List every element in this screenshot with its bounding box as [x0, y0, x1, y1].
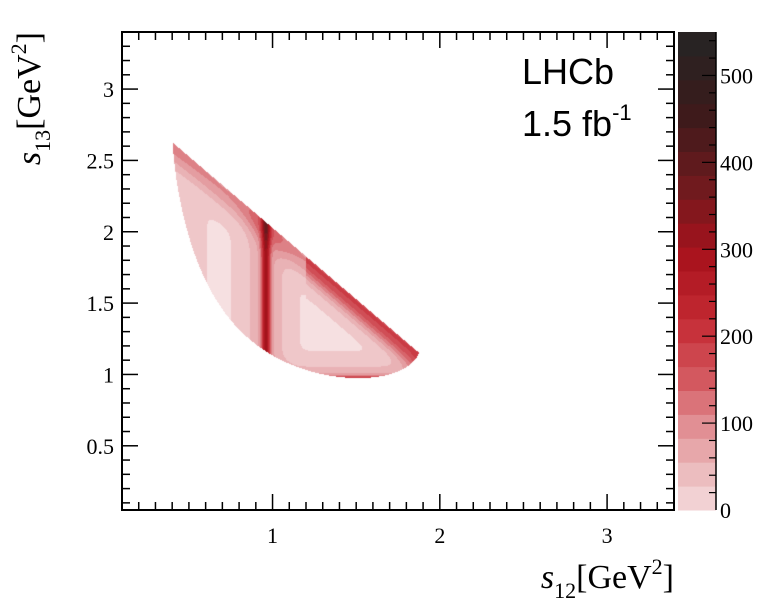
x-axis-subscript: 12 [554, 578, 576, 603]
y-axis-unit-prefix: [GeV [11, 54, 48, 130]
x-tick-label: 1 [267, 523, 278, 548]
color-bar-tick-label: 200 [720, 324, 753, 349]
color-bar-tick-label: 100 [720, 411, 753, 436]
y-tick-label: 2 [103, 220, 114, 245]
x-axis-unit-prefix: [GeV [576, 559, 652, 596]
y-tick-label: 2.5 [87, 148, 115, 173]
y-axis-unit-exponent: 2 [6, 43, 31, 54]
color-bar-level [678, 342, 716, 368]
color-bar: 0 100 200 300 400 500 [678, 32, 753, 523]
color-bar-level [678, 103, 716, 129]
luminosity-value: 1.5 fb [522, 103, 612, 144]
color-bar-level [678, 271, 716, 296]
color-bar-level [678, 79, 716, 105]
color-bar-level [678, 55, 716, 81]
color-bar-level [678, 199, 716, 224]
color-bar-tick-label: 400 [720, 150, 753, 175]
heatmap-image [122, 32, 674, 510]
y-tick-label: 1.5 [87, 291, 115, 316]
y-tick-label: 3 [103, 77, 114, 102]
color-bar-level [678, 438, 716, 463]
color-bar-level [678, 151, 716, 176]
color-bar-tick-label: 0 [720, 498, 731, 523]
color-bar-level [678, 390, 716, 415]
y-axis-unit-suffix: ] [11, 32, 48, 43]
color-bar-level [678, 486, 716, 511]
y-tick-label: 1 [103, 362, 114, 387]
color-bar-level [678, 366, 716, 391]
y-axis: 0.5 1 1.5 2 2.5 3 [87, 45, 674, 504]
color-bar-level [678, 223, 716, 248]
heatmap-layer [122, 32, 674, 510]
x-tick-label: 3 [602, 523, 613, 548]
color-bar-level [678, 247, 716, 272]
plot-frame [121, 31, 675, 511]
luminosity-label: 1.5 fb-1 [522, 100, 632, 144]
color-bar-level [678, 127, 716, 152]
color-bar-level [678, 462, 716, 487]
color-bar-level [678, 294, 716, 320]
color-bar-level [678, 175, 716, 200]
experiment-label: LHCb [522, 51, 614, 92]
x-axis: 1 2 3 [137, 32, 659, 548]
color-bar-tick-label: 300 [720, 237, 753, 262]
x-axis-unit-suffix: ] [663, 559, 674, 596]
color-bar-level [678, 318, 716, 344]
color-bar-level [678, 32, 716, 57]
luminosity-exponent: -1 [612, 100, 632, 125]
y-axis-title: s13[GeV2] [6, 32, 55, 165]
y-axis-subscript: 13 [30, 130, 55, 152]
y-tick-label: 0.5 [87, 434, 115, 459]
y-axis-symbol: s [11, 152, 48, 165]
x-axis-symbol: s [541, 559, 554, 596]
x-axis-unit-exponent: 2 [652, 554, 663, 579]
color-bar-tick-label: 500 [720, 63, 753, 88]
x-tick-label: 2 [434, 523, 445, 548]
x-axis-title: s12[GeV2] [541, 554, 674, 603]
color-bar-level [678, 414, 716, 439]
